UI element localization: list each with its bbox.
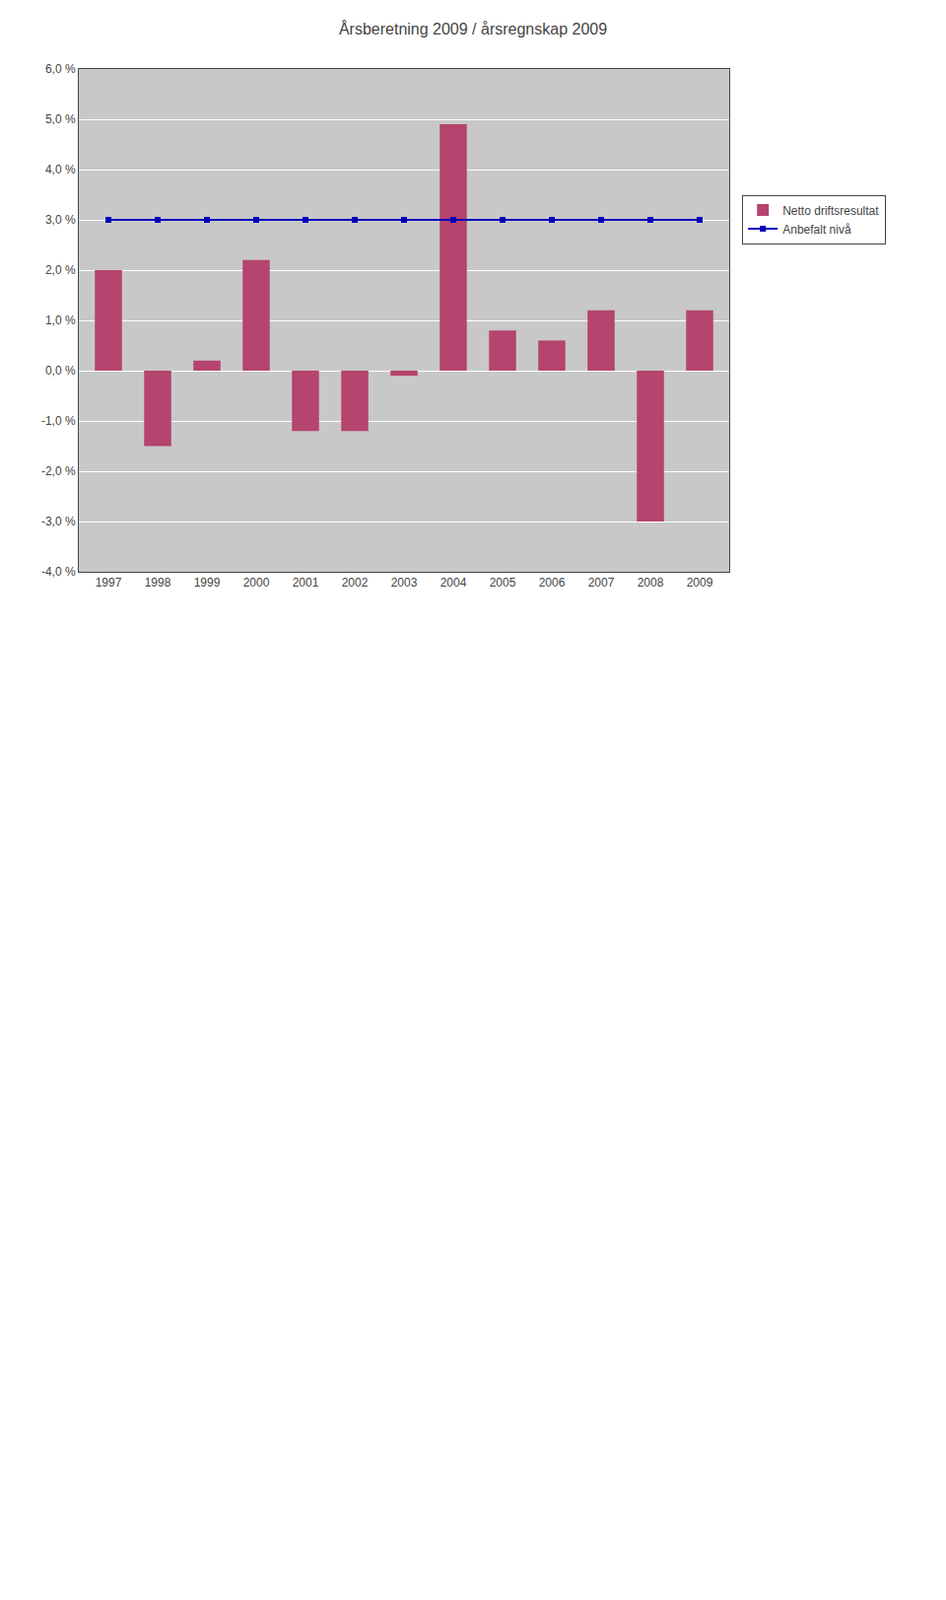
svg-text:0,0 %: 0,0 % [45,363,76,378]
svg-text:6,0 %: 6,0 % [45,62,76,76]
svg-text:2009: 2009 [686,575,714,590]
svg-text:2005: 2005 [489,575,517,590]
svg-text:2002: 2002 [341,575,369,590]
svg-text:2,0 %: 2,0 % [45,263,76,277]
svg-text:Netto driftsresultat: Netto driftsresultat [782,203,879,218]
svg-text:4,0 %: 4,0 % [45,162,76,177]
svg-text:2007: 2007 [588,575,615,590]
svg-text:5,0 %: 5,0 % [45,112,76,127]
svg-text:-1,0 %: -1,0 % [41,413,76,428]
svg-text:2008: 2008 [637,575,665,590]
svg-text:1,0 %: 1,0 % [45,313,76,328]
svg-text:2000: 2000 [243,575,271,590]
svg-text:-2,0 %: -2,0 % [41,464,76,478]
svg-text:Anbefalt nivå: Anbefalt nivå [782,222,852,237]
svg-text:1997: 1997 [95,575,123,590]
svg-text:2001: 2001 [292,575,320,590]
svg-text:3,0 %: 3,0 % [45,212,76,227]
svg-text:2003: 2003 [391,575,418,590]
svg-text:1998: 1998 [144,575,172,590]
svg-text:2004: 2004 [440,575,468,590]
svg-text:-4,0 %: -4,0 % [41,564,76,579]
svg-text:-3,0 %: -3,0 % [41,514,76,529]
svg-text:1999: 1999 [194,575,221,590]
svg-text:2006: 2006 [539,575,566,590]
svg-text:Årsberetning 2009 / årsregnska: Årsberetning 2009 / årsregnskap 2009 [338,19,608,38]
